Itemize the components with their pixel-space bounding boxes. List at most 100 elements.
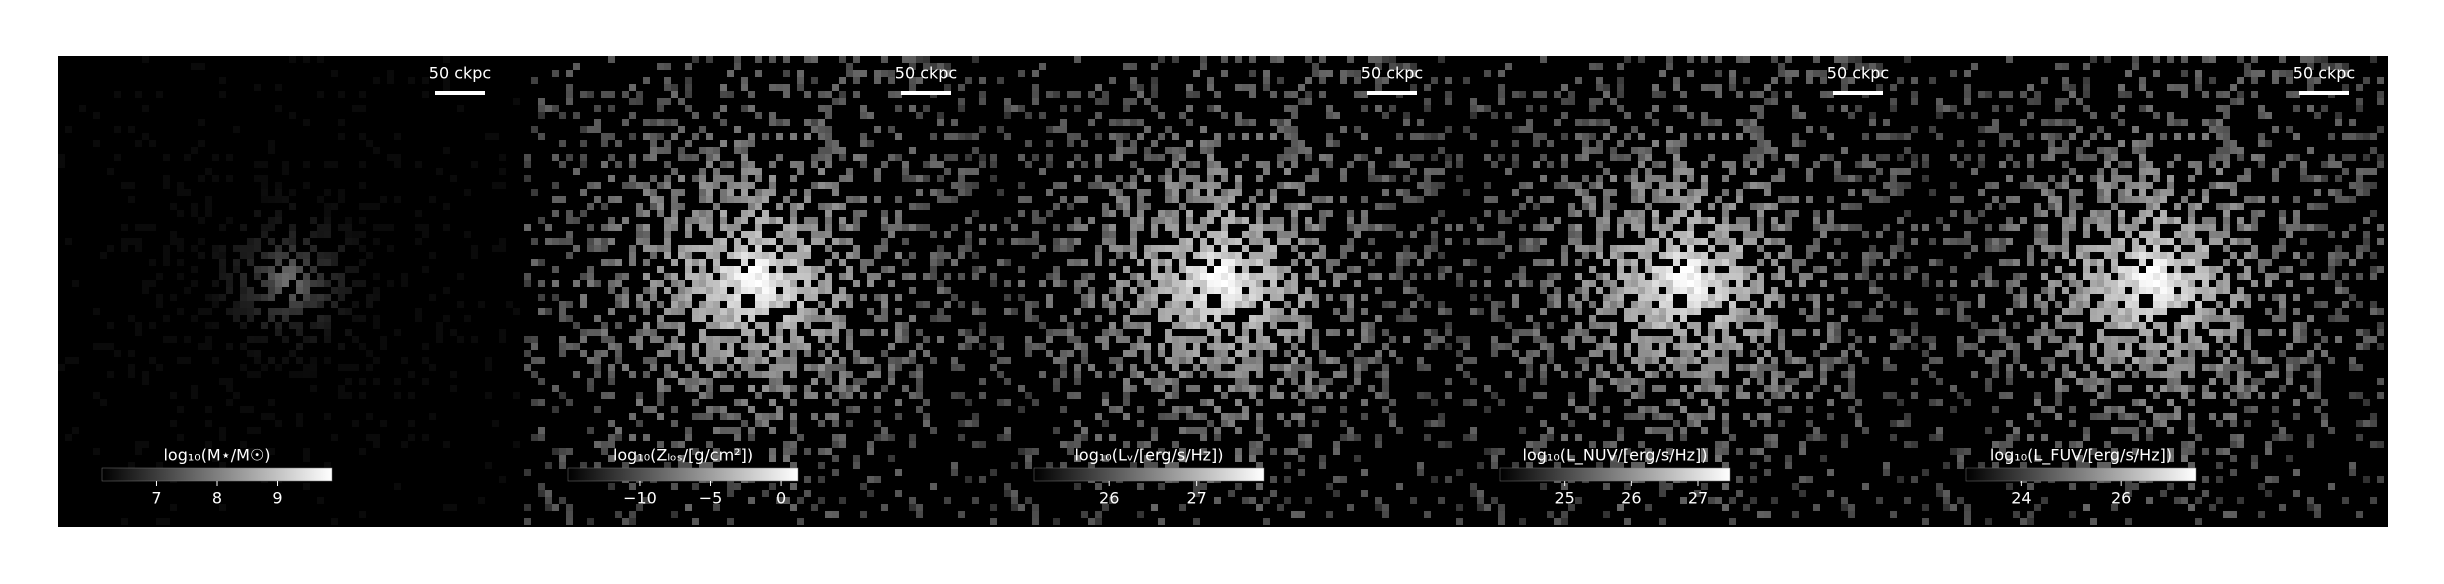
pixel: [566, 343, 573, 350]
pixel: [1109, 301, 1116, 308]
pixel: [1256, 280, 1263, 287]
pixel: [1624, 413, 1631, 420]
pixel: [748, 252, 755, 259]
pixel: [1333, 329, 1340, 336]
pixel: [1596, 224, 1603, 231]
pixel: [1249, 385, 1256, 392]
colorbar: [1033, 467, 1265, 482]
pixel: [1813, 301, 1820, 308]
pixel: [1806, 392, 1813, 399]
pixel: [1123, 378, 1130, 385]
pixel: [1207, 231, 1214, 238]
pixel: [1130, 77, 1137, 84]
pixel: [1722, 371, 1729, 378]
pixel: [1757, 308, 1764, 315]
pixel: [1074, 91, 1081, 98]
pixel: [1158, 350, 1165, 357]
pixel: [1102, 329, 1109, 336]
pixel: [1235, 371, 1242, 378]
pixel: [1715, 343, 1722, 350]
pixel: [783, 238, 790, 245]
pixel: [776, 259, 783, 266]
pixel: [1484, 504, 1491, 511]
pixel: [2006, 91, 2013, 98]
pixel: [513, 308, 520, 315]
pixel: [149, 140, 156, 147]
pixel: [1876, 168, 1883, 175]
pixel: [1526, 441, 1533, 448]
pixel: [1011, 238, 1018, 245]
pixel: [205, 420, 212, 427]
pixel: [1179, 455, 1186, 462]
pixel: [1617, 294, 1624, 301]
pixel: [1228, 238, 1235, 245]
pixel: [1701, 161, 1708, 168]
pixel: [1701, 413, 1708, 420]
pixel: [198, 343, 205, 350]
pixel: [128, 371, 135, 378]
pixel: [1424, 189, 1431, 196]
pixel: [1277, 364, 1284, 371]
pixel: [212, 252, 219, 259]
pixel: [1715, 252, 1722, 259]
pixel: [289, 371, 296, 378]
pixel: [1102, 301, 1109, 308]
pixel: [867, 357, 874, 364]
pixel: [685, 462, 692, 469]
pixel: [1610, 280, 1617, 287]
pixel: [1207, 84, 1214, 91]
pixel: [1193, 490, 1200, 497]
pixel: [594, 371, 601, 378]
pixel: [790, 203, 797, 210]
pixel: [1659, 350, 1666, 357]
pixel: [1263, 203, 1270, 210]
pixel: [1431, 343, 1438, 350]
pixel: [303, 364, 310, 371]
pixel: [1792, 161, 1799, 168]
pixel: [156, 518, 163, 525]
pixel: [804, 252, 811, 259]
pixel: [254, 238, 261, 245]
pixel: [734, 371, 741, 378]
pixel: [282, 266, 289, 273]
pixel: [979, 343, 986, 350]
pixel: [783, 315, 790, 322]
pixel: [1270, 189, 1277, 196]
pixel: [1645, 147, 1652, 154]
pixel: [1771, 392, 1778, 399]
pixel: [1827, 322, 1834, 329]
pixel: [783, 364, 790, 371]
pixel: [559, 350, 566, 357]
pixel: [1992, 315, 1999, 322]
pixel: [1519, 126, 1526, 133]
pixel: [1291, 126, 1298, 133]
pixel: [895, 469, 902, 476]
pixel: [1039, 280, 1046, 287]
pixel: [1855, 350, 1862, 357]
pixel: [1151, 434, 1158, 441]
pixel: [580, 336, 587, 343]
pixel: [958, 343, 965, 350]
pixel: [762, 280, 769, 287]
pixel: [1123, 266, 1130, 273]
pixel: [1158, 112, 1165, 119]
pixel: [874, 371, 881, 378]
pixel: [1396, 252, 1403, 259]
pixel: [1326, 140, 1333, 147]
pixel: [1193, 343, 1200, 350]
pixel: [317, 224, 324, 231]
pixel: [643, 497, 650, 504]
pixel: [958, 420, 965, 427]
pixel: [1999, 448, 2006, 455]
pixel: [643, 308, 650, 315]
pixel: [1431, 245, 1438, 252]
pixel: [1463, 126, 1470, 133]
pixel: [1445, 238, 1452, 245]
pixel: [671, 301, 678, 308]
pixel: [1249, 357, 1256, 364]
pixel: [664, 140, 671, 147]
pixel: [1715, 322, 1722, 329]
pixel: [601, 161, 608, 168]
pixel: [636, 399, 643, 406]
pixel: [846, 329, 853, 336]
